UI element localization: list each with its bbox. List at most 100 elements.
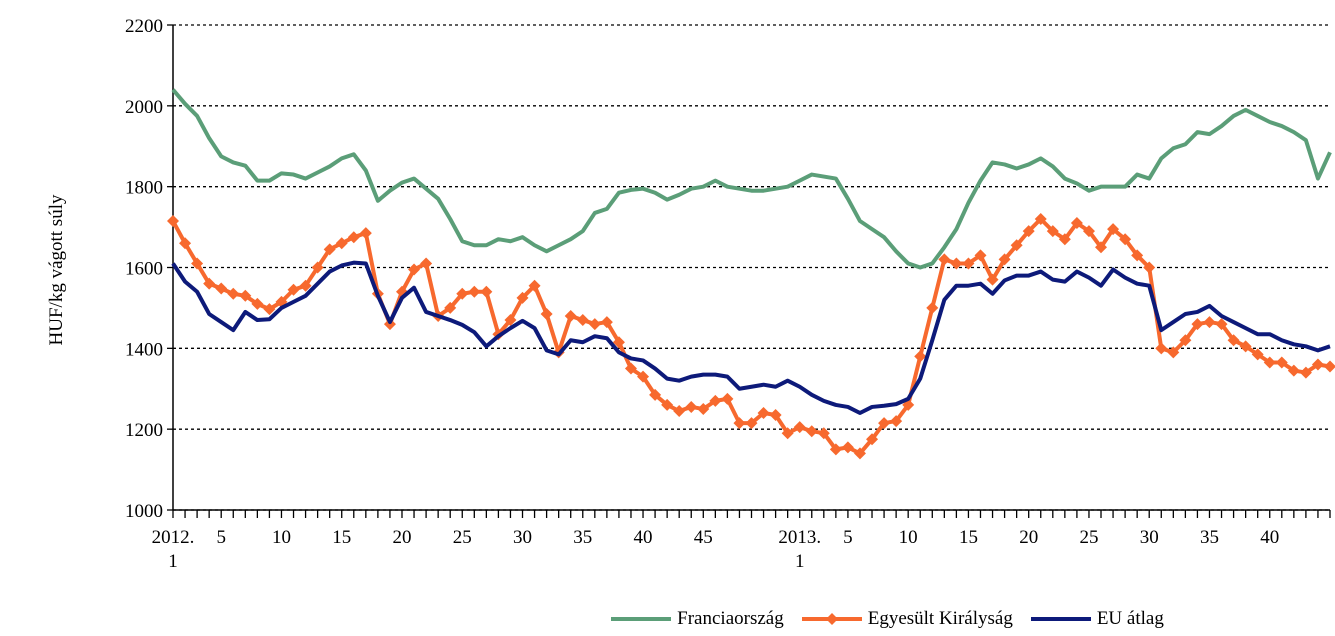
marker [950, 257, 963, 270]
marker [829, 443, 842, 456]
marker [263, 303, 276, 316]
marker [866, 433, 879, 446]
marker [1058, 233, 1071, 246]
marker [649, 388, 662, 401]
marker [1155, 342, 1168, 355]
marker [420, 257, 433, 270]
marker [697, 402, 710, 415]
marker [1107, 223, 1120, 236]
y-tick-label: 2200 [125, 16, 163, 37]
x-tick-label: 20 [392, 527, 412, 548]
marker [1324, 360, 1335, 373]
marker [817, 427, 830, 440]
y-tick-label: 1200 [125, 420, 163, 441]
y-tick-label: 1800 [125, 178, 163, 199]
marker [1239, 340, 1252, 353]
marker [456, 287, 469, 300]
marker [564, 310, 577, 322]
marker [528, 279, 541, 292]
marker [781, 427, 794, 440]
marker [624, 362, 637, 375]
marker [359, 227, 372, 240]
legend-swatch [801, 613, 862, 625]
x-tick-label: 40 [633, 527, 653, 548]
x-tick-label: 5 [216, 527, 226, 548]
marker [709, 394, 722, 407]
marker [408, 263, 421, 276]
marker [890, 415, 903, 428]
marker [167, 215, 179, 228]
marker [588, 318, 601, 331]
legend-label: Franciaország [677, 608, 784, 629]
marker [853, 447, 866, 460]
marker [299, 279, 312, 292]
marker [612, 336, 625, 349]
marker [1179, 334, 1192, 347]
x-tick-label: 20 [1019, 527, 1039, 548]
marker [721, 392, 734, 405]
legend-label: Egyesült Királyság [867, 608, 1013, 629]
marker [878, 417, 891, 430]
marker [1022, 225, 1035, 238]
y-tick-label: 2000 [125, 97, 163, 118]
marker [1275, 356, 1288, 369]
marker [347, 231, 360, 244]
marker [1191, 318, 1204, 331]
marker [938, 253, 951, 266]
marker [914, 350, 927, 363]
marker [1167, 346, 1180, 359]
x-tick-label: 40 [1260, 527, 1280, 548]
marker [480, 285, 493, 298]
marker [757, 407, 770, 419]
marker [998, 253, 1011, 266]
marker [576, 314, 589, 327]
legend-item: Egyesült Királyság [801, 608, 1013, 630]
x-tick-label: 30 [1139, 527, 1159, 548]
marker [1070, 217, 1083, 230]
legend-swatch [1030, 617, 1091, 621]
x-tick-label: 2013. 1 [778, 527, 822, 572]
marker [841, 441, 854, 454]
x-tick-label: 30 [513, 527, 532, 548]
marker [383, 318, 396, 331]
x-tick-label: 15 [332, 527, 352, 548]
marker [637, 370, 650, 383]
marker [335, 237, 348, 250]
marker [203, 277, 216, 290]
x-tick-label: 15 [958, 527, 978, 548]
marker [974, 249, 987, 262]
x-tick-label: 35 [573, 527, 593, 548]
legend-item: Franciaország [611, 608, 784, 630]
marker [685, 400, 698, 413]
x-tick-label: 2012. 1 [151, 527, 195, 572]
marker [805, 425, 818, 438]
marker [516, 291, 529, 304]
marker [191, 257, 204, 270]
marker [323, 243, 336, 256]
x-tick-label: 25 [452, 527, 472, 548]
marker [745, 417, 758, 430]
marker [1311, 358, 1324, 371]
marker [1143, 261, 1156, 274]
legend-label: EU átlag [1096, 608, 1164, 629]
marker [1251, 348, 1264, 361]
marker [1034, 213, 1047, 225]
marker [504, 314, 517, 327]
marker [1299, 366, 1312, 379]
y-tick-label: 1400 [125, 339, 163, 360]
marker [1227, 334, 1240, 347]
marker [733, 417, 746, 430]
marker [661, 398, 674, 411]
marker [673, 404, 686, 417]
x-tick-label: 10 [271, 527, 291, 548]
y-tick-label: 1000 [125, 501, 163, 522]
series-line [171, 88, 1332, 270]
plot: HUF/kg vágott súly 1000 1200 1400 1600 1800 2… [46, 16, 1335, 522]
y-tick-label: 1600 [125, 259, 163, 280]
marker [1010, 239, 1023, 252]
marker [179, 237, 192, 250]
y-axis-label: HUF/kg vágott súly [46, 194, 67, 345]
x-tick-label: 35 [1199, 527, 1219, 548]
x-tick-label: 10 [898, 527, 918, 548]
